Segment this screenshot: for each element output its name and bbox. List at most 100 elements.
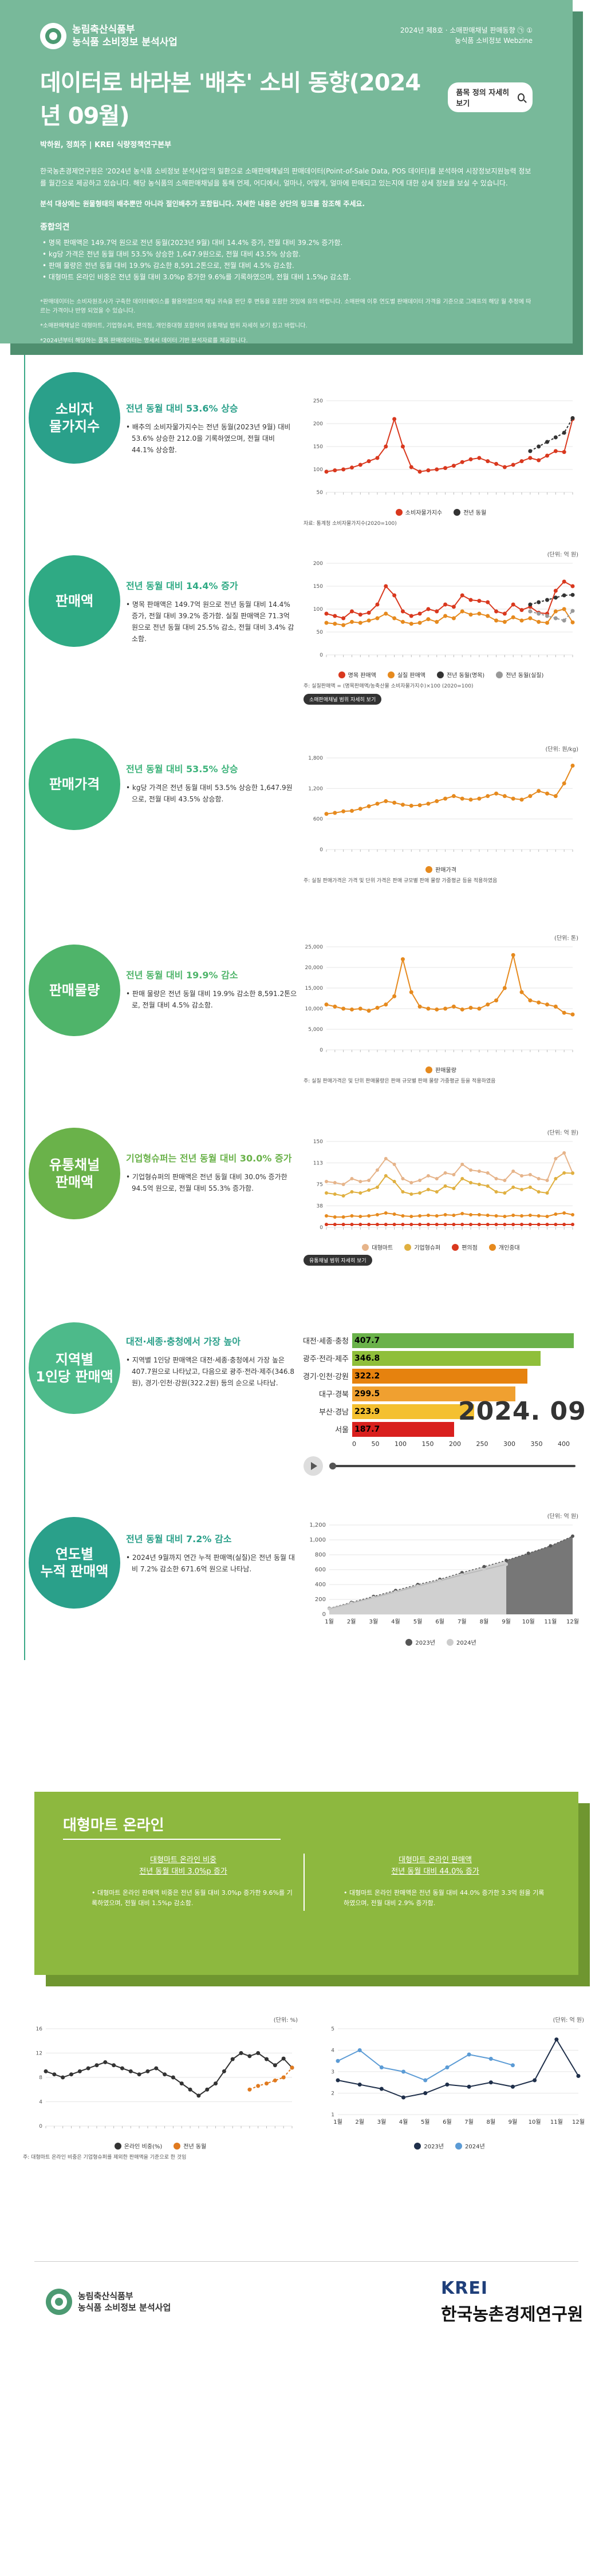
data-point <box>384 1211 388 1215</box>
region-bar: 299.5 <box>352 1386 515 1401</box>
section-badge: 지역별 1인당 판매액 <box>29 1322 120 1414</box>
data-point <box>400 619 405 624</box>
data-point <box>400 957 405 962</box>
data-point <box>468 797 473 802</box>
data-point <box>375 801 380 806</box>
data-point <box>341 1223 345 1226</box>
y-tick-label: 1,200 <box>309 1522 326 1528</box>
data-point <box>409 1181 413 1184</box>
data-point <box>460 609 464 614</box>
data-point <box>426 468 431 473</box>
y-tick-label: 113 <box>313 1161 323 1167</box>
data-point <box>537 1190 541 1194</box>
data-point <box>333 468 337 473</box>
data-point <box>460 1212 464 1215</box>
data-point <box>372 1595 376 1599</box>
authors: 박하원, 정희주 | KREI 식량정책연구본부 <box>40 141 172 149</box>
page-title: 데이터로 바라본 '배추' 소비 동향(2024년 09월) <box>40 70 421 129</box>
data-point <box>265 2081 269 2086</box>
period-slider[interactable] <box>329 1465 576 1467</box>
data-point <box>336 2078 340 2083</box>
series-line <box>326 608 573 626</box>
data-point <box>571 1534 574 1538</box>
data-point <box>188 2087 192 2092</box>
data-point <box>528 449 533 453</box>
data-point <box>545 598 550 602</box>
slider-handle[interactable] <box>329 1463 336 1469</box>
data-point <box>468 598 473 602</box>
period-label: 2024. 09 <box>458 1397 586 1426</box>
data-point <box>426 1214 430 1217</box>
data-point <box>503 1179 507 1182</box>
data-point <box>502 465 507 469</box>
data-point <box>375 1168 379 1172</box>
data-point <box>502 619 507 624</box>
data-point <box>537 600 541 605</box>
area-2023-remaining <box>506 1536 573 1614</box>
y-tick-label: 4 <box>39 2100 42 2105</box>
data-point <box>325 1191 328 1195</box>
data-point <box>494 609 499 614</box>
data-point <box>214 2081 218 2086</box>
data-point <box>393 1590 397 1594</box>
data-point <box>77 2069 82 2073</box>
data-point <box>418 1179 422 1182</box>
data-point <box>137 2072 141 2077</box>
data-point <box>392 616 397 621</box>
data-point <box>477 1170 481 1173</box>
data-point <box>94 2063 99 2068</box>
data-point <box>349 1007 354 1012</box>
data-point <box>358 613 362 617</box>
data-point <box>171 2075 175 2080</box>
data-point <box>367 1188 371 1192</box>
data-point <box>349 465 354 470</box>
note: *2024년부터 해당하는 품목 판매데이터는 명세서 데이터 기반 분석자료를… <box>40 338 248 344</box>
y-tick-label: 150 <box>313 444 323 450</box>
data-point <box>400 444 405 449</box>
series-line <box>530 610 573 622</box>
data-point <box>486 1171 490 1175</box>
chart-unit: (단위: 원/kg) <box>545 746 578 753</box>
data-point <box>222 2069 226 2073</box>
data-point <box>486 1184 490 1188</box>
channel-scope-button[interactable]: 소매판매채널 범위 자세히 보기 <box>304 694 382 705</box>
data-point <box>61 2075 65 2080</box>
cumulative-area-chart: 0 200 400 600 800 1,000 1,200 1월 2월 3월 4월 5월 6월 7월 8월 9… <box>309 1522 579 1625</box>
x-tick-label: 2월 <box>347 1618 356 1625</box>
data-point <box>341 1215 345 1219</box>
data-point <box>528 1223 532 1226</box>
section-volume: 판매물량 전년 동월 대비 19.9% 감소 판매 물량은 전년 동월 대비 1… <box>0 910 607 1105</box>
x-tick-label: 11월 <box>544 1618 557 1625</box>
data-point <box>426 1006 431 1011</box>
data-point <box>375 1186 379 1189</box>
region-bar: 223.9 <box>352 1404 474 1419</box>
data-point <box>451 1004 456 1009</box>
data-point <box>562 1223 566 1226</box>
price-chart: (단위: 원/kg) 0 600 1,200 1,800 판매가격 주: 실질 판매가… <box>304 744 578 887</box>
legend-item: 대형마트 <box>362 1243 393 1251</box>
region-row: 광주·전라·제주 346.8 <box>301 1349 587 1367</box>
data-point <box>416 1584 420 1588</box>
channel-scope-button[interactable]: 유통채널 범위 자세히 보기 <box>304 1255 372 1266</box>
data-point <box>511 1186 515 1189</box>
play-icon[interactable] <box>304 1456 323 1476</box>
series-line <box>326 417 573 473</box>
data-point <box>333 811 337 815</box>
x-tick-label: 8월 <box>480 1618 489 1625</box>
data-point <box>417 803 422 808</box>
data-point <box>486 459 490 464</box>
online-share-line-chart: 0 4 8 12 16 <box>36 2026 294 2129</box>
data-point <box>417 469 422 474</box>
data-point <box>384 444 388 449</box>
chart-legend: 2023년 2024년 <box>304 1638 578 1646</box>
data-point <box>375 616 380 621</box>
data-point <box>520 1223 524 1226</box>
section-sales: 판매액 전년 동월 대비 14.4% 증가 명목 판매액은 149.7억 원으로… <box>0 550 607 716</box>
data-point <box>468 613 473 617</box>
x-tick-label: 1월 <box>325 1618 334 1625</box>
data-point <box>366 804 371 808</box>
item-definition-button[interactable]: 품목 정의 자세히 보기 <box>448 82 533 112</box>
y-tick-label: 15,000 <box>305 986 324 991</box>
data-point <box>511 953 515 957</box>
